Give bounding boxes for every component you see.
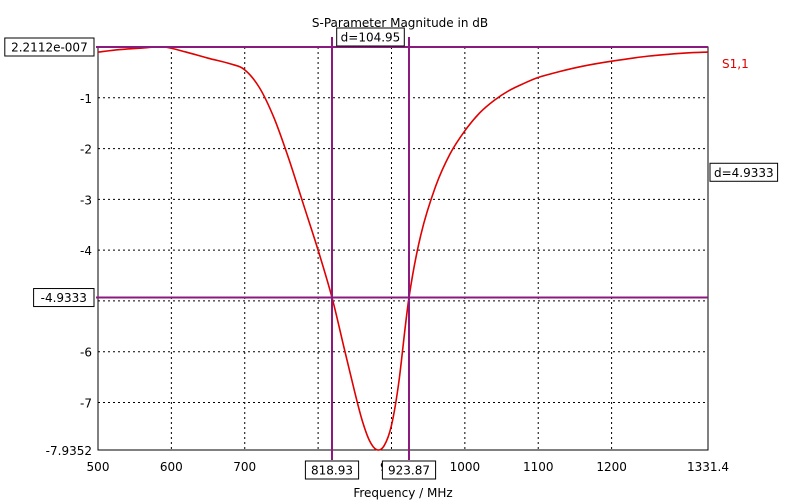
x-tick-label: 500 <box>87 460 110 474</box>
y-tick-label: -2 <box>80 143 92 157</box>
vertical-marker-label[interactable]: 818.93 <box>304 460 360 480</box>
y-tick-label: -3 <box>80 193 92 207</box>
y-tick-label: -6 <box>80 346 92 360</box>
delta-x-label-box <box>336 27 405 47</box>
grid-lines <box>98 47 708 450</box>
vertical-marker-label-box <box>381 460 437 480</box>
delta-y-label-text: d=4.9333 <box>714 166 774 180</box>
y-tick-label: -1 <box>80 92 92 106</box>
chart-title: S-Parameter Magnitude in dB <box>312 16 488 30</box>
vertical-marker-label-text: 818.93 <box>311 464 353 478</box>
x-tick-label: 600 <box>160 460 183 474</box>
delta-x-label-text: d=104.95 <box>341 31 401 45</box>
horizontal-marker-label-box <box>33 288 95 308</box>
marker-layer[interactable]: 2.2112e-007 -4.9333 818.93 923.87 d=104.95 d=… <box>4 27 779 480</box>
y-tick-label: -7 <box>80 397 92 411</box>
horizontal-marker-label-text: -4.9333 <box>41 291 87 305</box>
horizontal-marker-label-box <box>4 37 95 57</box>
x-tick-label: 700 <box>233 460 256 474</box>
x-axis-label: Frequency / MHz <box>353 486 452 500</box>
x-tick-label: 1331.4 <box>687 460 729 474</box>
x-tick-label: 1100 <box>523 460 554 474</box>
delta-y-label-box <box>709 162 779 182</box>
y-tick-label: -4 <box>80 244 92 258</box>
horizontal-marker-label[interactable]: -4.9333 <box>33 288 95 308</box>
x-tick-label: 1000 <box>450 460 481 474</box>
x-tick-label: 1200 <box>596 460 627 474</box>
series-label: S1,1 <box>722 57 749 71</box>
axis-tick-labels: 5006007008009001000110012001331.4-1-2-3-… <box>46 92 729 474</box>
series-line-s11 <box>97 46 709 451</box>
vertical-marker-label[interactable]: 923.87 <box>381 460 437 480</box>
vertical-marker-label-box <box>304 460 360 480</box>
horizontal-marker-label[interactable]: 2.2112e-007 <box>4 37 95 57</box>
delta-y-label[interactable]: d=4.9333 <box>709 162 779 182</box>
delta-x-label[interactable]: d=104.95 <box>336 27 405 47</box>
y-min-label: -7.9352 <box>46 444 92 458</box>
plot-area-frame <box>97 46 709 451</box>
horizontal-marker-label-text: 2.2112e-007 <box>11 41 88 55</box>
vertical-marker-label-text: 923.87 <box>388 464 430 478</box>
curve-layer: S1,1 <box>97 46 749 451</box>
